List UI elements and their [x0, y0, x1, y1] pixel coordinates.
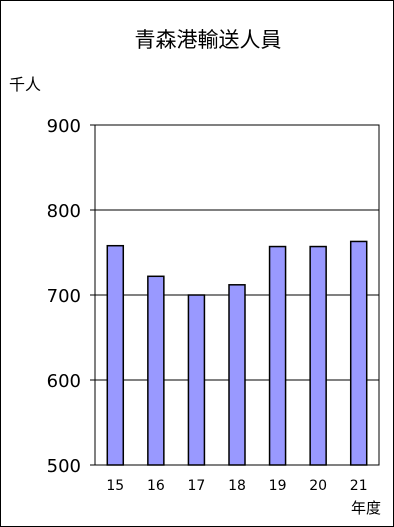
x-tick-label-21: 21: [350, 478, 368, 494]
bar-21: [349, 240, 368, 466]
x-tick-label-17: 17: [188, 478, 206, 494]
bar-19: [268, 245, 287, 466]
y-tick-label-900: 900: [47, 116, 81, 137]
plot-area-border: [94, 124, 380, 466]
x-tick-label-16: 16: [147, 478, 165, 494]
x-tick-label-15: 15: [106, 478, 124, 494]
y-tick-label-500: 500: [47, 456, 81, 477]
y-tick-label-700: 700: [47, 286, 81, 307]
bar-20: [309, 245, 327, 466]
y-tick-label-800: 800: [47, 201, 81, 222]
x-tick-label-18: 18: [228, 478, 246, 494]
y-axis-unit-label: 千人: [9, 75, 41, 94]
y-tick-label-600: 600: [47, 371, 81, 392]
x-axis-label: 年度: [351, 499, 381, 517]
x-tick-label-19: 19: [269, 478, 287, 494]
bar-17: [187, 294, 206, 466]
bar-18: [228, 284, 246, 466]
chart-title: 青森港輸送人員: [135, 28, 282, 52]
bar-15: [106, 244, 125, 466]
x-axis-ticks: 15 16 17 18 19 20 21: [106, 478, 367, 494]
y-axis-ticks: 900 800 700 600 500: [47, 116, 95, 477]
x-tick-label-20: 20: [309, 478, 327, 494]
bars: [106, 240, 368, 466]
bar-16: [147, 275, 165, 466]
